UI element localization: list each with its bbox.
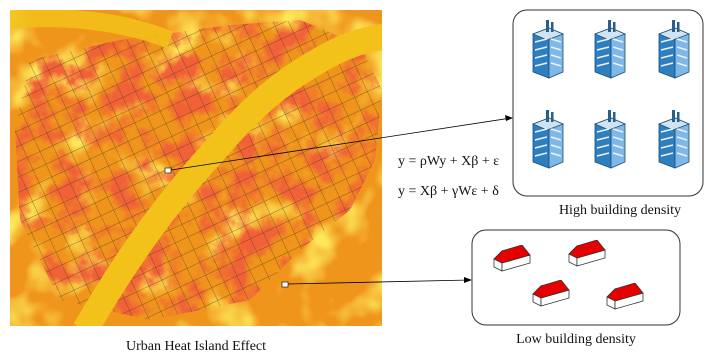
low-density-panel [472,230,680,325]
panel-label: Low building density [516,332,636,347]
map-caption: Urban Heat Island Effect [126,339,266,354]
equation: y = ρWy + Xβ + ε [398,154,499,169]
sample-low [282,282,288,287]
equation: y = Xβ + γWε + δ [398,184,499,199]
figure: y = ρWy + Xβ + ε y = Xβ + γWε + δ High b… [0,0,708,355]
page: y = ρWy + Xβ + ε y = Xβ + γWε + δ High b… [0,0,708,355]
heat-map [10,10,390,330]
arrowhead [505,115,513,121]
panel-label: High building density [559,203,681,218]
arrowhead [464,277,472,283]
sample-high [165,168,171,173]
